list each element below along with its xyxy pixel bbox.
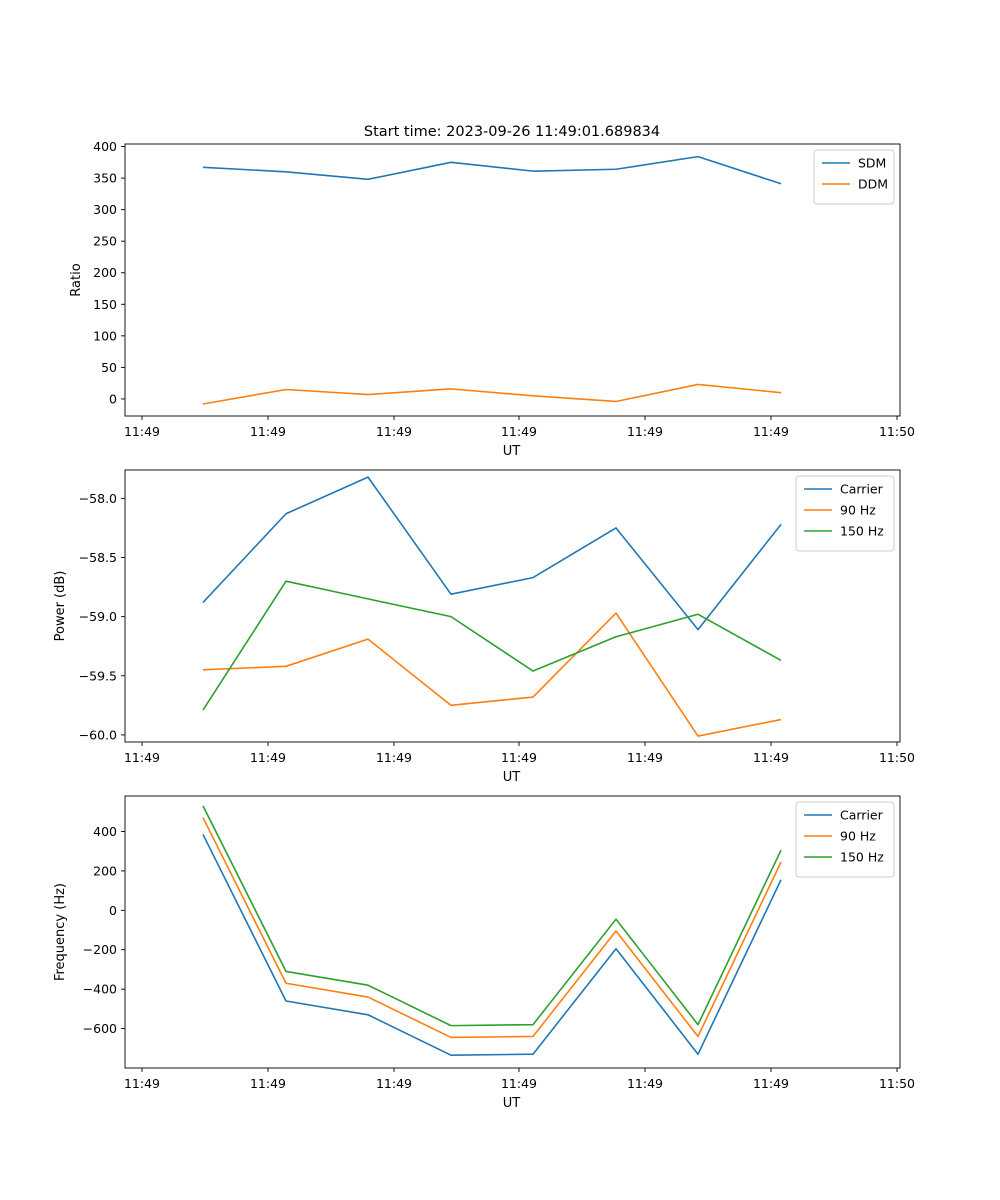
- legend-label: SDM: [858, 156, 886, 171]
- y-tick-label: −59.0: [79, 609, 117, 624]
- axes-frame: [124, 795, 901, 1069]
- x-tick-label: 11:49: [250, 424, 286, 439]
- y-tick-label: 250: [93, 234, 117, 249]
- y-tick-label: −58.0: [79, 491, 117, 506]
- series-line-90-hz: [202, 817, 782, 1039]
- x-tick-label: 11:49: [376, 1076, 412, 1091]
- y-tick-label: −60.0: [79, 727, 117, 742]
- y-tick-label: −400: [83, 982, 117, 997]
- x-tick-label: 11:49: [250, 1076, 286, 1091]
- y-tick-label: 0: [109, 391, 117, 406]
- x-tick-label: 11:49: [124, 1076, 160, 1091]
- y-tick-label: 400: [93, 824, 117, 839]
- series-line-carrier: [202, 834, 782, 1056]
- chart-2: −60.0 −59.5 −59.0 −58.5 −58.0 11:49 11:49 11:49…: [53, 469, 915, 785]
- x-tick-label: 11:50: [879, 750, 915, 765]
- series-line-90-hz: [202, 612, 782, 737]
- chart-3: −600 −400 −200 0 200 400 11:49 11:49 11:49 11:49 1…: [53, 795, 915, 1111]
- legend-label: 90 Hz: [840, 829, 876, 844]
- x-tick-label: 11:49: [501, 424, 537, 439]
- x-tick-label: 11:49: [376, 750, 412, 765]
- x-tick-label: 11:49: [501, 750, 537, 765]
- axes-frame: [124, 469, 901, 743]
- y-tick-label: 200: [93, 265, 117, 280]
- y-tick-label: −600: [83, 1021, 117, 1036]
- y-tick-label: 400: [93, 139, 117, 154]
- x-tick-label: 11:50: [879, 1076, 915, 1091]
- figure-title: Start time: 2023-09-26 11:49:01.689834: [364, 124, 660, 140]
- legend-label: 90 Hz: [840, 503, 876, 518]
- legend-label: 150 Hz: [840, 524, 884, 539]
- legend: Carrier 90 Hz 150 Hz: [795, 801, 895, 878]
- y-tick-label: 200: [93, 863, 117, 878]
- legend-label: 150 Hz: [840, 850, 884, 865]
- series-line-ddm: [202, 383, 782, 405]
- y-tick-label: 300: [93, 202, 117, 217]
- y-axis-label: Frequency (Hz): [53, 883, 68, 981]
- series-line-150-hz: [202, 805, 782, 1027]
- series-line-150-hz: [202, 580, 782, 711]
- y-tick-label: −58.5: [79, 550, 117, 565]
- x-tick-label: 11:49: [627, 424, 663, 439]
- y-tick-label: −59.5: [79, 668, 117, 683]
- x-tick-label: 11:50: [879, 424, 915, 439]
- x-axis-label: UT: [503, 444, 521, 459]
- series-line-sdm: [202, 155, 782, 185]
- x-tick-label: 11:49: [753, 1076, 789, 1091]
- x-tick-label: 11:49: [250, 750, 286, 765]
- x-tick-label: 11:49: [753, 424, 789, 439]
- x-tick-label: 11:49: [376, 424, 412, 439]
- legend-label: DDM: [858, 177, 888, 192]
- x-tick-label: 11:49: [627, 750, 663, 765]
- legend-box: [795, 801, 895, 878]
- chart-1: 0 50 100 150 200 250 300 350 400 11:49 11:49 11:49 1…: [69, 139, 915, 459]
- legend: Carrier 90 Hz 150 Hz: [795, 475, 895, 552]
- y-tick-label: 0: [109, 903, 117, 918]
- chart-panels: 0 50 100 150 200 250 300 350 400 11:49 11:49 11:49 1…: [53, 139, 915, 1111]
- x-axis-label: UT: [503, 1096, 521, 1111]
- x-tick-label: 11:49: [124, 750, 160, 765]
- y-axis-label: Power (dB): [53, 571, 68, 642]
- y-tick-label: 50: [101, 360, 117, 375]
- y-tick-label: 350: [93, 171, 117, 186]
- legend-label: Carrier: [840, 808, 884, 823]
- y-tick-label: 100: [93, 328, 117, 343]
- legend-label: Carrier: [840, 482, 884, 497]
- x-axis-label: UT: [503, 770, 521, 785]
- y-tick-label: −200: [83, 942, 117, 957]
- x-tick-label: 11:49: [753, 750, 789, 765]
- legend: SDM DDM: [813, 149, 895, 205]
- x-tick-label: 11:49: [501, 1076, 537, 1091]
- series-line-carrier: [202, 476, 782, 631]
- y-axis-label: Ratio: [69, 263, 84, 296]
- legend-box: [795, 475, 895, 552]
- x-tick-label: 11:49: [124, 424, 160, 439]
- axes-frame: [124, 143, 901, 417]
- y-tick-label: 150: [93, 297, 117, 312]
- x-tick-label: 11:49: [627, 1076, 663, 1091]
